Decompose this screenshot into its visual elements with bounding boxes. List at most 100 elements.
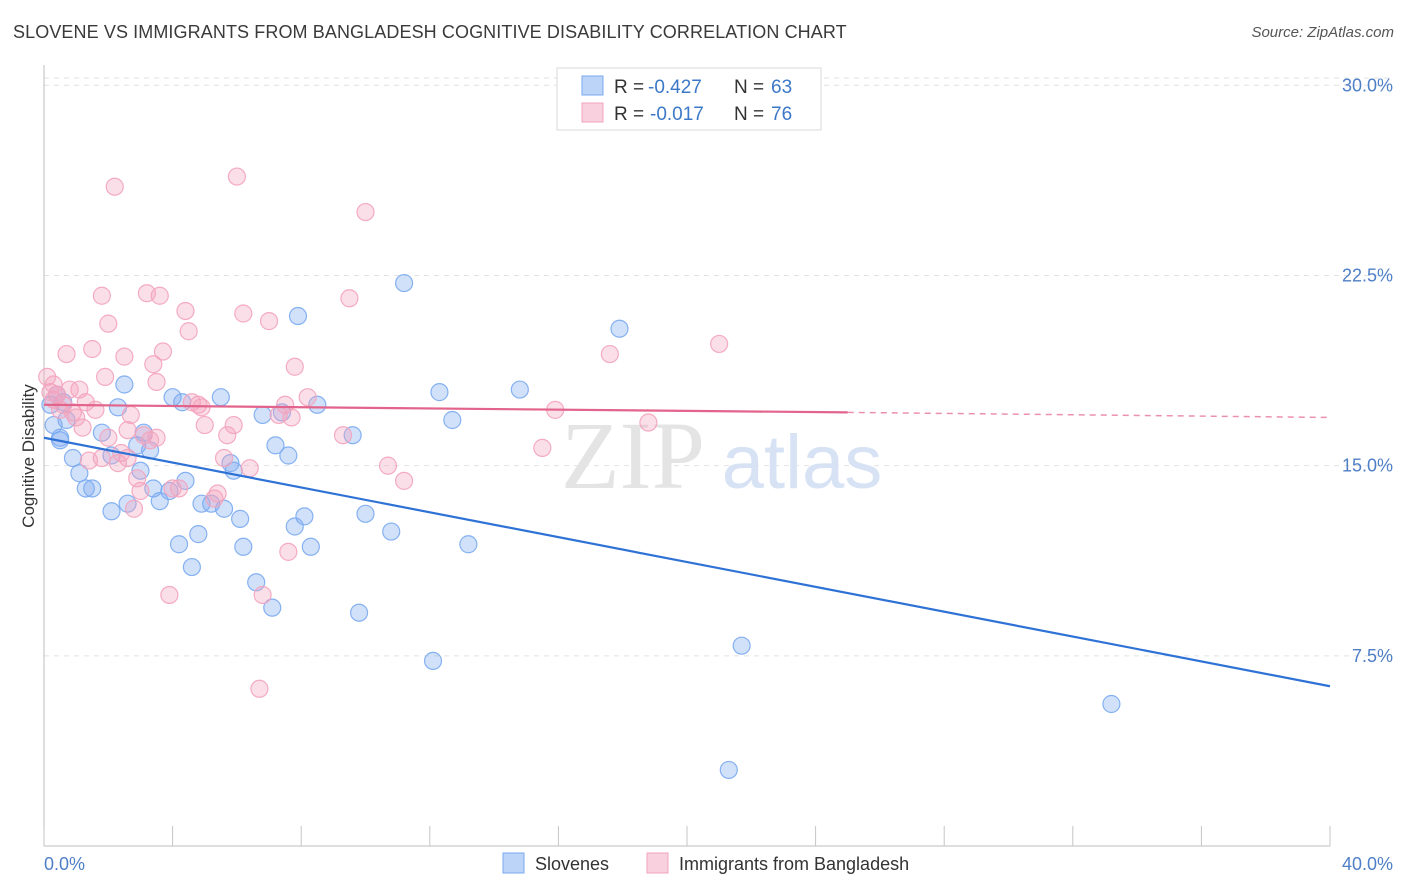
scatter-point bbox=[288, 306, 308, 326]
scatter-point bbox=[430, 383, 449, 402]
scatter-point bbox=[259, 312, 279, 331]
scatter-point bbox=[44, 375, 63, 394]
trend-line-1 bbox=[43, 403, 848, 414]
scatter-point bbox=[124, 499, 144, 518]
legend-r-label-bangladesh: R = bbox=[614, 104, 644, 125]
scatter-point bbox=[76, 479, 95, 498]
scatter-point bbox=[189, 525, 208, 544]
scatter-point bbox=[73, 418, 92, 437]
scatter-point bbox=[298, 388, 317, 407]
scatter-point bbox=[163, 479, 182, 498]
scatter-point bbox=[253, 585, 272, 605]
series-legend-label-bangladesh: Immigrants from Bangladesh bbox=[679, 854, 909, 874]
y-tick-label: 22.5% bbox=[1342, 265, 1393, 285]
series-legend-label-slovenes: Slovenes bbox=[535, 854, 609, 874]
scatter-point bbox=[147, 372, 166, 392]
y-tick-label: 15.0% bbox=[1342, 456, 1393, 476]
legend-n-label-slovenes: N = bbox=[734, 77, 764, 98]
scatter-point bbox=[279, 542, 298, 561]
scatter-point bbox=[160, 585, 179, 605]
scatter-point bbox=[295, 507, 314, 526]
scatter-point bbox=[250, 679, 269, 698]
scatter-point bbox=[179, 322, 198, 341]
scatter-point bbox=[510, 380, 529, 399]
watermark: ZIP atlas bbox=[561, 402, 882, 509]
trend-lines bbox=[43, 403, 1331, 688]
scatter-point bbox=[57, 344, 76, 364]
scatter-point bbox=[333, 426, 353, 445]
scatter-point bbox=[118, 421, 137, 440]
scatter-point bbox=[600, 344, 619, 364]
scatter-point bbox=[38, 367, 57, 386]
series-legend: Slovenes Immigrants from Bangladesh bbox=[502, 852, 909, 874]
scatter-point bbox=[150, 286, 169, 305]
legend-swatch-slovenes bbox=[581, 75, 604, 96]
scatter-point bbox=[227, 167, 246, 186]
scatter-point bbox=[218, 426, 237, 445]
scatter-point bbox=[169, 535, 189, 554]
legend-r-value-bangladesh: -0.017 bbox=[650, 104, 704, 125]
scatter-point bbox=[63, 403, 83, 422]
scatter-point bbox=[63, 448, 83, 468]
scatter-point bbox=[205, 489, 224, 508]
scatter-point bbox=[459, 535, 478, 554]
series-legend-swatch-slovenes bbox=[502, 852, 525, 874]
scatter-point bbox=[279, 446, 298, 465]
scatter-point bbox=[285, 357, 304, 376]
scatter-point bbox=[349, 603, 369, 622]
scatter-point bbox=[710, 334, 729, 354]
legend-n-value-bangladesh: 76 bbox=[771, 104, 792, 125]
scatter-point bbox=[76, 393, 95, 412]
scatter-point bbox=[732, 636, 751, 655]
scatter-point bbox=[195, 415, 214, 435]
scatter-point bbox=[234, 304, 253, 323]
legend-r-value-slovenes: -0.427 bbox=[648, 77, 702, 98]
scatter-point bbox=[639, 413, 658, 432]
scatter-point bbox=[115, 375, 134, 394]
scatter-point bbox=[176, 301, 195, 321]
scatter-point bbox=[240, 459, 259, 478]
scatter-point bbox=[83, 479, 102, 498]
scatter-point bbox=[263, 598, 282, 617]
y-axis-label: Cognitive Disability bbox=[19, 384, 38, 528]
series-legend-swatch-bangladesh bbox=[646, 852, 669, 874]
scatter-point bbox=[610, 319, 629, 338]
x-tick-label-max: 40.0% bbox=[1342, 854, 1393, 874]
scatter-point bbox=[140, 431, 160, 450]
series-points-0 bbox=[41, 273, 1121, 780]
scatter-point bbox=[356, 202, 375, 222]
scatter-point bbox=[301, 537, 320, 556]
scatter-point bbox=[224, 415, 243, 435]
chart-title: SLOVENE VS IMMIGRANTS FROM BANGLADESH CO… bbox=[13, 22, 847, 42]
scatter-point bbox=[189, 395, 208, 414]
scatter-point bbox=[719, 760, 738, 780]
scatter-point bbox=[169, 479, 189, 498]
legend-swatch-bangladesh bbox=[581, 102, 604, 123]
scatter-point bbox=[356, 504, 375, 523]
scatter-point bbox=[108, 454, 128, 473]
scatter-point bbox=[394, 471, 414, 490]
scatter-point bbox=[382, 522, 401, 541]
scatter-point bbox=[214, 448, 234, 468]
y-tick-labels: 7.5% 15.0% 22.5% 30.0% bbox=[1342, 75, 1393, 666]
y-tick-label: 7.5% bbox=[1352, 646, 1393, 666]
scatter-point bbox=[208, 484, 227, 503]
legend-n-value-slovenes: 63 bbox=[771, 77, 792, 98]
scatter-point bbox=[99, 314, 118, 333]
scatter-point bbox=[99, 428, 118, 447]
scatter-point bbox=[340, 289, 359, 308]
scatter-point bbox=[231, 509, 250, 528]
legend-r-label-slovenes: R = bbox=[614, 77, 644, 98]
scatter-point bbox=[378, 456, 398, 475]
trend-line-0 bbox=[43, 436, 1331, 688]
scatter-point bbox=[343, 426, 362, 445]
scatter-point bbox=[234, 537, 253, 556]
scatter-point bbox=[115, 347, 134, 366]
scatter-point bbox=[394, 273, 414, 293]
watermark-zip: ZIP bbox=[561, 402, 705, 509]
axes bbox=[43, 65, 1331, 847]
scatter-point bbox=[86, 400, 105, 419]
chart-source: Source: ZipAtlas.com bbox=[1251, 24, 1394, 41]
y-tick-label: 30.0% bbox=[1342, 75, 1393, 95]
